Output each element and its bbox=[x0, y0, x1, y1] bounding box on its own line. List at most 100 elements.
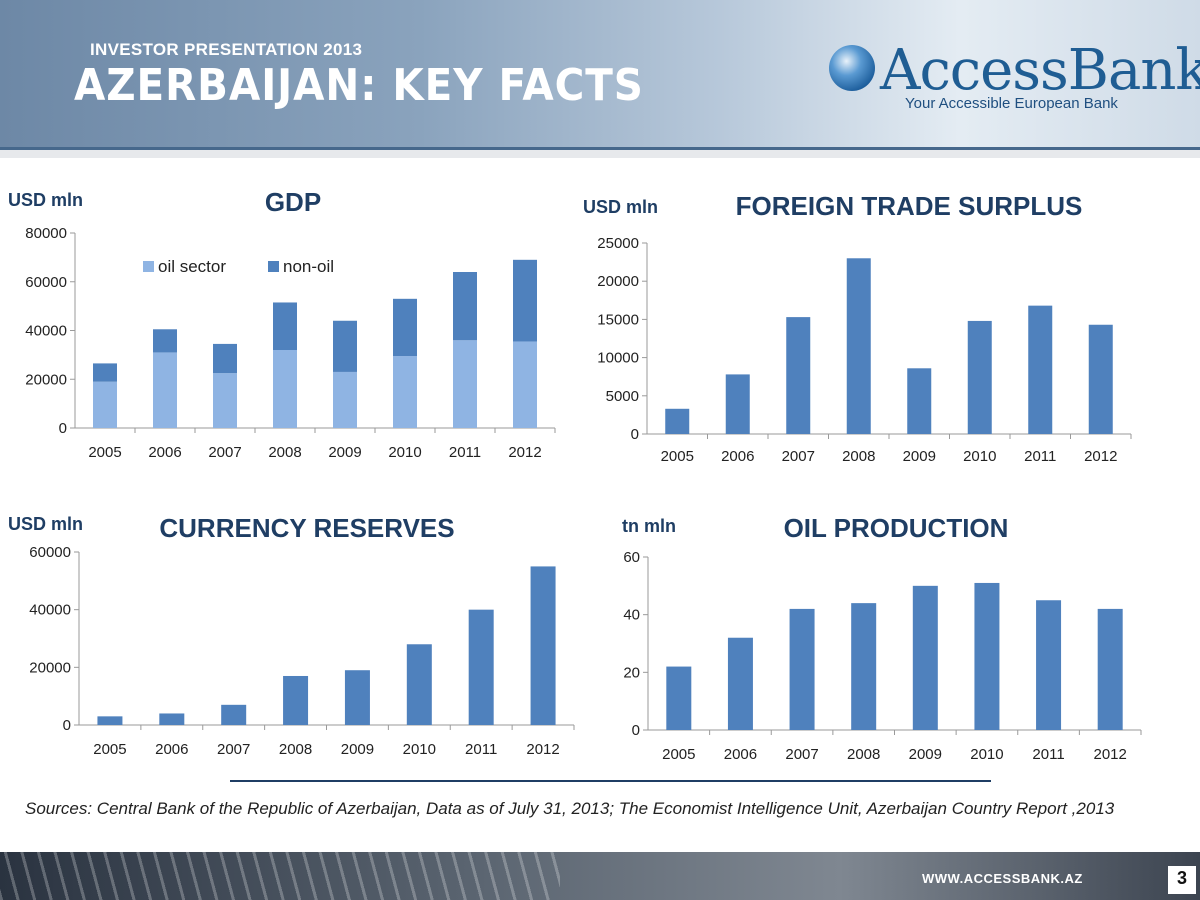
reserves-y-tick-label: 20000 bbox=[29, 659, 71, 676]
reserves-x-tick-label: 2008 bbox=[279, 741, 312, 758]
trade-x-tick-label: 2007 bbox=[782, 448, 815, 465]
oil-chart-title: OIL PRODUCTION bbox=[784, 513, 1009, 543]
gdp-legend-swatch bbox=[268, 261, 279, 272]
sources-note: Sources: Central Bank of the Republic of… bbox=[25, 799, 1115, 818]
reserves-x-tick-label: 2006 bbox=[155, 741, 188, 758]
gdp-x-tick-label: 2008 bbox=[268, 444, 301, 461]
gdp-y-tick-label: 40000 bbox=[25, 323, 67, 340]
reserves-y-tick-label: 60000 bbox=[29, 544, 71, 561]
trade-x-tick-label: 2005 bbox=[661, 448, 694, 465]
gdp-x-tick-label: 2012 bbox=[508, 444, 541, 461]
gdp-legend-label: oil sector bbox=[158, 257, 226, 276]
oil-y-tick-label: 60 bbox=[623, 549, 640, 566]
trade-x-tick-label: 2010 bbox=[963, 448, 996, 465]
header-rule bbox=[0, 147, 1200, 150]
gdp-bar-oil-sector bbox=[93, 381, 117, 428]
reserves-bar bbox=[530, 566, 556, 725]
reserves-x-tick-label: 2012 bbox=[526, 741, 559, 758]
gdp-bar-oil-sector bbox=[453, 340, 477, 428]
trade-bar bbox=[907, 368, 932, 434]
gdp-bar-non-oil bbox=[213, 343, 237, 374]
oil-x-tick-label: 2007 bbox=[785, 746, 818, 763]
oil-x-tick-label: 2010 bbox=[970, 746, 1003, 763]
oil-bar bbox=[974, 582, 1000, 730]
trade-chart-title: FOREIGN TRADE SURPLUS bbox=[736, 191, 1083, 221]
trade-y-tick-label: 25000 bbox=[597, 235, 639, 252]
gdp-bar-oil-sector bbox=[333, 371, 357, 428]
gdp-y-tick-label: 60000 bbox=[25, 274, 67, 291]
oil-bar bbox=[851, 603, 877, 730]
page-title: AZERBAIJAN: KEY FACTS bbox=[74, 60, 644, 111]
trade-unit-label: USD mln bbox=[583, 197, 658, 217]
reserves-y-tick-label: 40000 bbox=[29, 602, 71, 619]
gdp-bar-non-oil bbox=[393, 298, 417, 357]
trade-x-tick-label: 2009 bbox=[903, 448, 936, 465]
gdp-bar-oil-sector bbox=[513, 341, 537, 428]
gdp-unit-label: USD mln bbox=[8, 190, 83, 210]
reserves-bar bbox=[159, 713, 185, 725]
oil-x-tick-label: 2008 bbox=[847, 746, 880, 763]
accessbank-logo-icon bbox=[829, 45, 875, 91]
oil-bar bbox=[666, 666, 692, 730]
gdp-legend-swatch bbox=[143, 261, 154, 272]
gdp-x-tick-label: 2005 bbox=[88, 444, 121, 461]
oil-y-tick-label: 40 bbox=[623, 607, 640, 624]
reserves-unit-label: USD mln bbox=[8, 514, 83, 534]
page-number-box bbox=[1168, 866, 1196, 894]
oil-x-tick-label: 2009 bbox=[909, 746, 942, 763]
page-number: 3 bbox=[1176, 868, 1187, 888]
trade-y-tick-label: 5000 bbox=[606, 388, 639, 405]
reserves-bar bbox=[221, 704, 247, 725]
reserves-y-tick-label: 0 bbox=[63, 717, 71, 734]
oil-bar bbox=[1097, 608, 1123, 730]
gdp-bar-oil-sector bbox=[213, 373, 237, 428]
footer-url[interactable]: WWW.ACCESSBANK.AZ bbox=[922, 871, 1083, 886]
oil-bar bbox=[789, 608, 815, 730]
gdp-y-tick-label: 0 bbox=[59, 420, 67, 437]
gdp-bar-non-oil bbox=[93, 363, 117, 382]
reserves-x-tick-label: 2010 bbox=[403, 741, 436, 758]
gdp-bar-non-oil bbox=[153, 329, 177, 353]
gdp-y-tick-label: 20000 bbox=[25, 371, 67, 388]
trade-y-tick-label: 10000 bbox=[597, 350, 639, 367]
gdp-y-tick-label: 80000 bbox=[25, 225, 67, 242]
trade-bar bbox=[1088, 324, 1113, 434]
footer-building-pattern bbox=[0, 852, 560, 900]
trade-x-tick-label: 2011 bbox=[1024, 448, 1056, 465]
oil-unit-label: tn mln bbox=[622, 516, 676, 536]
trade-bar bbox=[725, 374, 750, 434]
trade-bar bbox=[967, 320, 992, 434]
presentation-subtitle: INVESTOR PRESENTATION 2013 bbox=[90, 40, 363, 59]
trade-bar bbox=[1028, 305, 1053, 434]
oil-x-tick-label: 2006 bbox=[724, 746, 757, 763]
reserves-chart-title: CURRENCY RESERVES bbox=[159, 513, 454, 543]
reserves-x-tick-label: 2009 bbox=[341, 741, 374, 758]
trade-x-tick-label: 2008 bbox=[842, 448, 875, 465]
gdp-x-tick-label: 2010 bbox=[388, 444, 421, 461]
reserves-bar bbox=[468, 609, 494, 725]
logo-wordmark: AccessBank bbox=[880, 38, 1200, 103]
gdp-bar-non-oil bbox=[453, 272, 477, 341]
reserves-bar bbox=[97, 716, 123, 725]
header-band bbox=[0, 150, 1200, 158]
gdp-x-tick-label: 2009 bbox=[328, 444, 361, 461]
oil-bar bbox=[1036, 600, 1062, 730]
trade-bar bbox=[846, 258, 871, 434]
reserves-bar bbox=[344, 670, 370, 725]
oil-x-tick-label: 2012 bbox=[1094, 746, 1127, 763]
gdp-x-tick-label: 2011 bbox=[449, 444, 481, 461]
oil-y-tick-label: 0 bbox=[632, 722, 640, 739]
reserves-x-tick-label: 2005 bbox=[93, 741, 126, 758]
footer-banner bbox=[0, 852, 1200, 900]
trade-y-tick-label: 15000 bbox=[597, 311, 639, 328]
logo-tagline: Your Accessible European Bank bbox=[905, 95, 1118, 112]
trade-y-tick-label: 20000 bbox=[597, 273, 639, 290]
trade-y-tick-label: 0 bbox=[631, 426, 639, 443]
oil-bar bbox=[727, 637, 753, 730]
header-banner bbox=[0, 0, 1200, 150]
gdp-x-tick-label: 2007 bbox=[208, 444, 241, 461]
gdp-chart-title: GDP bbox=[265, 187, 321, 217]
